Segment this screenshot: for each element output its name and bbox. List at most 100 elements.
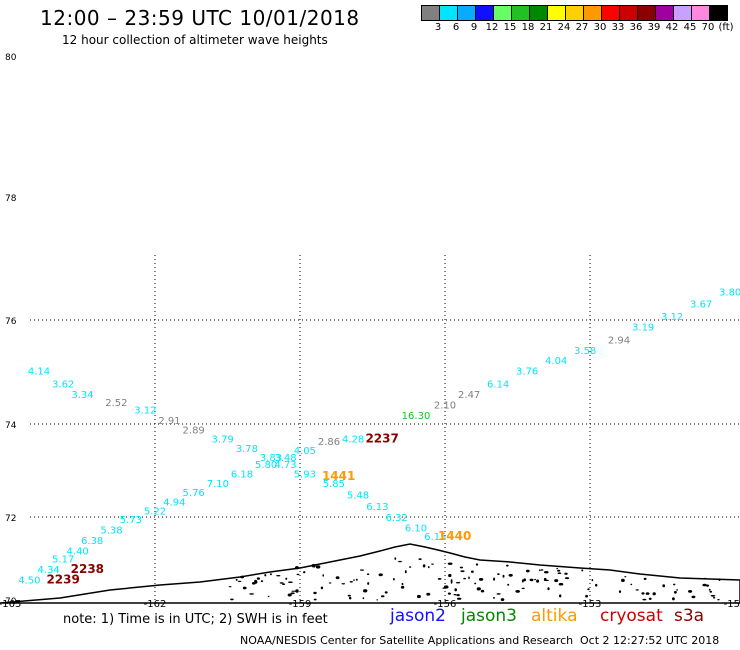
legend-s3a: s3a	[674, 606, 705, 626]
lake-mark	[447, 592, 451, 595]
scale-label: 39	[647, 22, 661, 33]
lake-mark	[376, 599, 379, 601]
lake-mark	[242, 586, 247, 590]
wave-height-label: 3.12	[134, 406, 156, 417]
lake-mark	[418, 558, 422, 560]
lake-mark	[285, 577, 288, 580]
lake-mark	[523, 578, 526, 582]
legend-jason3: jason3	[461, 606, 517, 626]
lake-mark	[587, 588, 590, 591]
wave-height-label: 2.47	[458, 390, 480, 401]
lake-mark	[642, 598, 647, 601]
lake-mark	[662, 584, 666, 588]
lake-mark	[536, 579, 540, 583]
lake-mark	[618, 590, 622, 593]
lake-mark	[544, 579, 549, 582]
lake-mark	[311, 564, 316, 568]
lake-mark	[455, 582, 461, 584]
lake-mark	[282, 583, 286, 585]
wave-height-label: 2.86	[318, 437, 340, 448]
scale-label: 12	[485, 22, 499, 33]
lake-mark	[564, 577, 570, 580]
wave-height-label: 4.50	[18, 575, 40, 586]
wave-height-label: 3.79	[212, 435, 234, 446]
latitude-label: 72	[5, 514, 16, 524]
lake-mark	[295, 589, 299, 593]
scale-label: 70	[701, 22, 715, 33]
lake-mark	[335, 576, 340, 580]
lake-mark	[322, 574, 325, 577]
lake-mark	[460, 570, 465, 573]
lake-mark	[230, 598, 234, 601]
legend-note: note: 1) Time is in UTC; 2) SWH is in fe…	[63, 612, 328, 627]
lake-mark	[456, 594, 460, 597]
scale-label: 30	[593, 22, 607, 33]
legend-cryosat: cryosat	[600, 606, 663, 626]
wave-height-label: 3.48	[274, 453, 296, 464]
lake-mark	[422, 564, 426, 568]
lake-mark	[378, 573, 383, 577]
lake-mark	[394, 557, 397, 560]
wave-height-label: 5.48	[347, 490, 369, 501]
lake-mark	[521, 587, 525, 590]
lake-mark	[676, 589, 678, 591]
lake-mark	[476, 587, 481, 591]
lake-mark	[475, 563, 479, 566]
lake-mark	[380, 595, 385, 598]
land-coastline	[0, 543, 740, 604]
data-points-layer: 4.143.623.342.523.122.912.893.793.783.83…	[18, 287, 740, 586]
lake-mark	[416, 594, 421, 599]
lake-mark	[450, 580, 453, 584]
lake-mark	[643, 577, 647, 581]
lake-mark	[673, 583, 676, 586]
lake-mark	[313, 591, 317, 595]
lake-mark	[502, 574, 505, 578]
lake-mark	[672, 597, 675, 601]
lake-mark	[360, 569, 364, 571]
wave-height-label: 2.89	[183, 425, 205, 436]
lake-mark	[437, 578, 442, 580]
pass-time-label: 2237	[365, 432, 398, 446]
scale-label: 27	[575, 22, 589, 33]
footer-credit: NOAA/NESDIS Center for Satellite Applica…	[240, 634, 574, 647]
wave-height-label: 4.28	[342, 435, 364, 446]
lake-mark	[400, 585, 405, 589]
lake-mark	[254, 579, 257, 584]
lake-mark	[641, 592, 645, 595]
lake-mark	[249, 593, 255, 595]
latitude-label: 74	[5, 421, 17, 431]
scale-label: 3	[434, 22, 442, 33]
lake-mark	[691, 595, 696, 599]
longitude-label: -156	[434, 599, 457, 610]
lake-mark	[515, 590, 520, 593]
lake-mark	[431, 563, 434, 565]
lake-mark	[267, 595, 270, 598]
lake-mark	[447, 562, 453, 565]
wave-height-label: 5.73	[120, 515, 142, 526]
lakes-layer	[228, 557, 721, 602]
pass-time-label: 2238	[71, 562, 104, 576]
lake-mark	[408, 566, 412, 568]
longitude-label: -162	[144, 599, 167, 610]
wave-height-label: 3.76	[516, 367, 538, 378]
lake-mark	[556, 567, 558, 570]
lake-mark	[294, 566, 299, 570]
lake-mark	[256, 577, 260, 580]
lake-mark	[710, 594, 716, 597]
color-scale	[421, 5, 728, 21]
lake-mark	[506, 564, 509, 567]
wave-height-label: 2.91	[158, 416, 180, 427]
lake-mark	[401, 582, 404, 586]
lake-mark	[540, 569, 544, 571]
lake-mark	[428, 566, 430, 569]
pass-time-label: 2239	[46, 572, 79, 586]
longitude-label: -150	[724, 599, 740, 610]
lake-mark	[276, 575, 281, 577]
lake-mark	[508, 573, 513, 577]
legend-jason2: jason2	[390, 606, 446, 626]
lake-mark	[564, 572, 568, 575]
wave-height-label: 2.94	[608, 335, 630, 346]
lake-mark	[648, 597, 652, 600]
